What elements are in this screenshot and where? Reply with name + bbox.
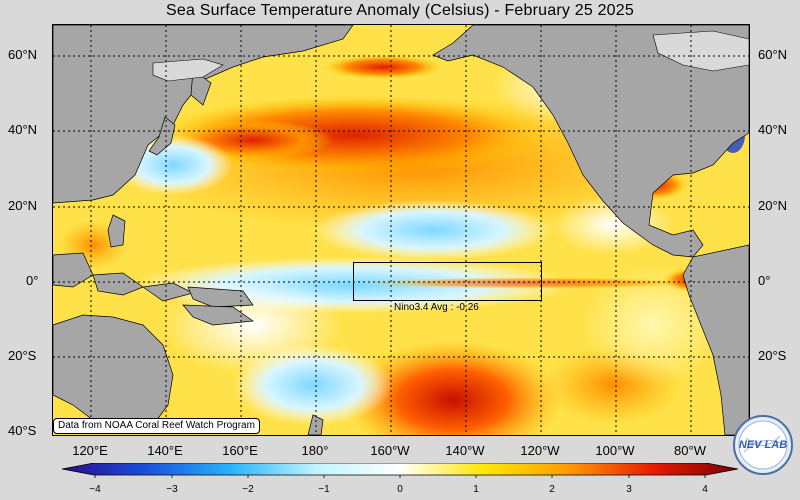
colorbar-tick: −3 <box>166 484 178 495</box>
map-canvas <box>53 25 749 435</box>
lat-label-40n-left: 40°N <box>8 122 38 137</box>
lat-label-60n-left: 60°N <box>8 47 38 62</box>
land-masses <box>53 25 749 435</box>
colorbar-tick: 4 <box>702 484 708 495</box>
nino34-label: Nino3.4 Avg : -0.26 <box>394 302 479 313</box>
lat-label-40s-left: 40°S <box>8 423 37 438</box>
colorbar-tick: −4 <box>89 484 101 495</box>
lat-label-40n-right: 40°N <box>758 122 788 137</box>
lat-label-20s-right: 20°S <box>758 348 787 363</box>
nevlab-logo: NEV LAB <box>733 415 793 475</box>
sst-anomaly-map <box>52 24 750 436</box>
lat-label-60n-right: 60°N <box>758 47 788 62</box>
lat-label-20n-right: 20°N <box>758 198 788 213</box>
lon-label-160w: 160°W <box>370 443 410 458</box>
lon-label-80w: 80°W <box>674 443 706 458</box>
colorbar-tick: 1 <box>473 484 479 495</box>
colorbar-tick: −2 <box>242 484 254 495</box>
graticule <box>53 25 749 435</box>
nino34-region-box <box>353 262 542 301</box>
sea-ice <box>152 30 749 82</box>
lon-label-160e: 160°E <box>222 443 258 458</box>
lat-label-eq-right: 0° <box>758 273 771 288</box>
logo-text: NEV LAB <box>739 439 787 451</box>
colorbar <box>62 463 738 478</box>
lon-label-120w: 120°W <box>520 443 560 458</box>
lon-label-140e: 140°E <box>147 443 183 458</box>
colorbar-tick: −1 <box>318 484 330 495</box>
colorbar-tick: 3 <box>626 484 632 495</box>
lon-label-140w: 140°W <box>445 443 485 458</box>
colorbar-tick: 2 <box>549 484 555 495</box>
lon-label-100w: 100°W <box>595 443 635 458</box>
lon-label-120e: 120°E <box>72 443 108 458</box>
lat-label-20s-left: 20°S <box>8 348 37 363</box>
lat-label-20n-left: 20°N <box>8 198 38 213</box>
data-credit: Data from NOAA Coral Reef Watch Program <box>53 418 260 434</box>
colorbar-tick: 0 <box>397 484 403 495</box>
lon-label-180: 180° <box>301 443 329 458</box>
map-title: Sea Surface Temperature Anomaly (Celsius… <box>166 2 634 19</box>
lat-label-eq-left: 0° <box>26 273 39 288</box>
